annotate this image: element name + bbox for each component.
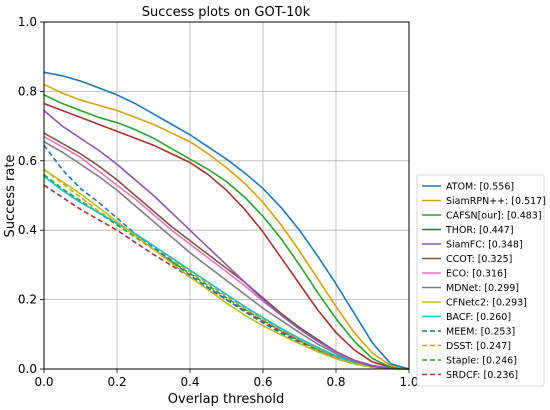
legend-label-ccot: CCOT: [0.325] — [446, 254, 512, 265]
legend-box — [416, 174, 545, 387]
legend-label-cafsn-our: CAFSN[our]: [0.483] — [446, 211, 542, 222]
y-axis-label: Success rate — [3, 155, 18, 238]
x-tick-label: 0.0 — [34, 375, 53, 389]
series-line-meem — [43, 144, 410, 370]
series-line-mdnet — [43, 141, 410, 370]
legend-label-staple: Staple: [0.246] — [446, 356, 517, 367]
series-line-thor — [43, 102, 410, 370]
y-tick-label: 0.2 — [18, 293, 37, 307]
y-tick-label: 0.0 — [18, 362, 37, 376]
series-line-siamfc — [43, 109, 410, 370]
legend-label-dsst: DSST: [0.247] — [446, 341, 511, 352]
x-axis-label: Overlap threshold — [168, 392, 284, 407]
series-line-siamrpn — [43, 83, 410, 370]
x-tick-label: 0.2 — [107, 375, 126, 389]
y-tick-label: 0.6 — [18, 154, 37, 168]
chart-title: Success plots on GOT-10k — [142, 5, 311, 20]
y-tick-label: 0.4 — [18, 223, 37, 237]
series-line-eco — [43, 135, 410, 370]
series-line-atom — [43, 71, 410, 370]
legend-label-srdcf: SRDCF: [0.236] — [446, 370, 518, 381]
x-tick-label: 0.6 — [253, 375, 272, 389]
series-line-cafsn-our — [43, 94, 410, 370]
plot-frame — [43, 21, 410, 370]
series-lines — [43, 71, 410, 370]
x-tick-label: 0.4 — [180, 375, 199, 389]
x-tick-label: 0.8 — [326, 375, 345, 389]
series-line-dsst — [43, 168, 410, 370]
legend-label-eco: ECO: [0.316] — [446, 269, 507, 280]
axis-ticks: 0.0 0.2 0.4 0.6 0.8 1.0 0.0 0.2 0.4 0.6 0.8 1.0 — [18, 15, 419, 389]
legend-label-cfnetc2: CFNetc2: [0.293] — [446, 298, 527, 309]
grid-lines — [43, 21, 410, 370]
legend-label-siamfc: SiamFC: [0.348] — [446, 240, 523, 251]
legend-label-atom: ATOM: [0.556] — [446, 182, 514, 193]
series-line-bacf — [43, 175, 410, 370]
legend-label-siamrpn: SiamRPN++: [0.517] — [446, 196, 546, 207]
legend-label-thor: THOR: [0.447] — [445, 225, 514, 236]
legend-label-mdnet: MDNet: [0.299] — [446, 283, 519, 294]
legend-label-meem: MEEM: [0.253] — [446, 327, 515, 338]
x-tick-label: 1.0 — [399, 375, 418, 389]
legend: ATOM: [0.556] SiamRPN++: [0.517] CAFSN[our… — [416, 174, 546, 387]
legend-label-bacf: BACF: [0.260] — [446, 312, 511, 323]
y-tick-label: 0.8 — [18, 84, 37, 98]
y-tick-label: 1.0 — [18, 15, 37, 29]
series-line-cfnetc2 — [43, 168, 410, 370]
